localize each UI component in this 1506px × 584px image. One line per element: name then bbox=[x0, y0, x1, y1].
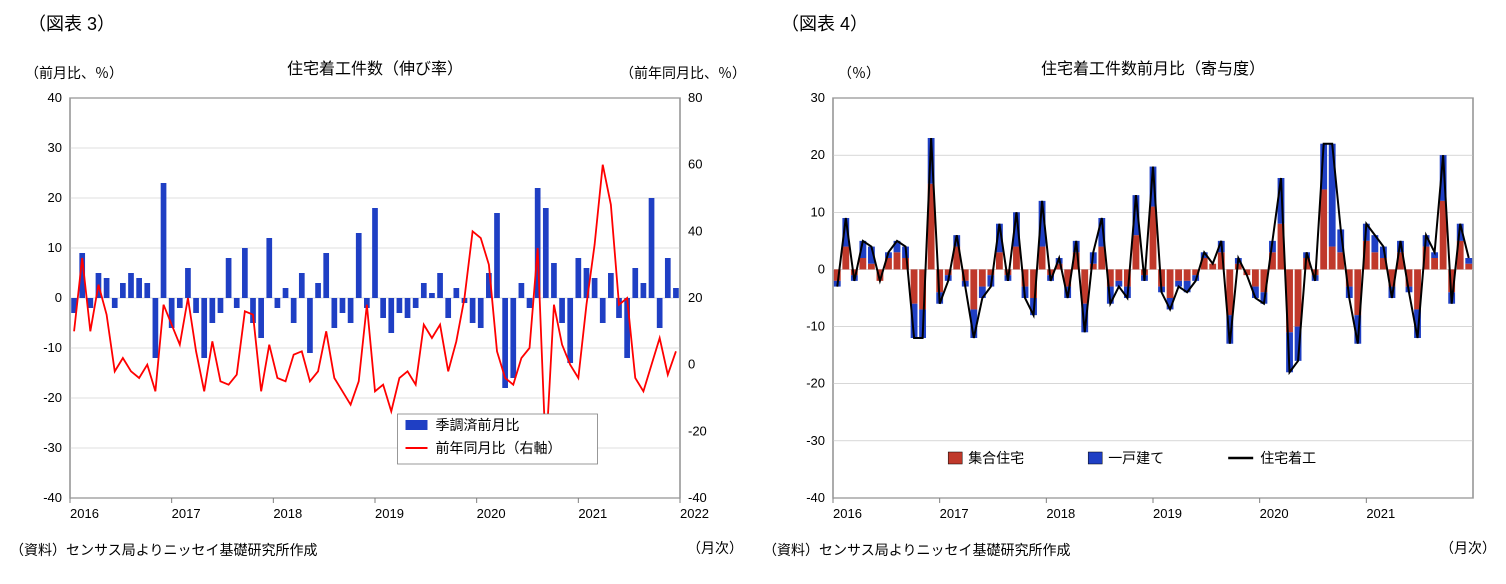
svg-text:-40: -40 bbox=[688, 490, 707, 505]
svg-text:2018: 2018 bbox=[1046, 506, 1075, 521]
svg-text:-40: -40 bbox=[43, 490, 62, 505]
chart4-xaxis-label: （月次） bbox=[1440, 538, 1496, 560]
svg-text:住宅着工件数（伸び率）: 住宅着工件数（伸び率） bbox=[287, 60, 463, 78]
chart3-svg: -40 -30 -20 -10 0 10 20 30 40 -40 -20 0 20 40 60 80 （前月比… bbox=[10, 38, 740, 538]
svg-text:-10: -10 bbox=[806, 319, 825, 334]
svg-text:2019: 2019 bbox=[1153, 506, 1182, 521]
svg-text:20: 20 bbox=[688, 290, 702, 305]
svg-text:2020: 2020 bbox=[477, 506, 506, 521]
svg-text:2021: 2021 bbox=[1366, 506, 1395, 521]
svg-text:（％）: （％） bbox=[838, 65, 880, 81]
svg-text:2016: 2016 bbox=[833, 506, 862, 521]
svg-text:40: 40 bbox=[688, 223, 702, 238]
svg-text:20: 20 bbox=[48, 190, 62, 205]
svg-text:20: 20 bbox=[811, 147, 825, 162]
svg-text:前年同月比（右軸）: 前年同月比（右軸） bbox=[436, 440, 562, 456]
svg-text:季調済前月比: 季調済前月比 bbox=[436, 417, 520, 433]
svg-text:10: 10 bbox=[811, 204, 825, 219]
svg-text:0: 0 bbox=[818, 261, 825, 276]
panel-chart4: （図表 4） -40 -30 -20 -10 0 10 20 30 （％） 住宅着工件数前月比（寄… bbox=[763, 10, 1496, 574]
svg-text:-40: -40 bbox=[806, 490, 825, 505]
svg-text:60: 60 bbox=[688, 157, 702, 172]
chart3-source: （資料）センサス局よりニッセイ基礎研究所作成 bbox=[10, 540, 317, 560]
svg-text:集合住宅: 集合住宅 bbox=[968, 450, 1024, 466]
panel-chart3: （図表 3） -40 -30 -20 -10 0 10 20 30 40 -40 -20 0 20 40 6… bbox=[10, 10, 743, 574]
svg-text:-30: -30 bbox=[43, 440, 62, 455]
svg-text:-10: -10 bbox=[43, 340, 62, 355]
svg-text:（前月比、％）: （前月比、％） bbox=[25, 65, 123, 81]
fig4-label: （図表 4） bbox=[781, 10, 1496, 36]
svg-text:（前年同月比、％）: （前年同月比、％） bbox=[620, 65, 740, 81]
svg-text:30: 30 bbox=[811, 90, 825, 105]
svg-text:2017: 2017 bbox=[172, 506, 201, 521]
svg-text:0: 0 bbox=[55, 290, 62, 305]
svg-text:一戸建て: 一戸建て bbox=[1108, 450, 1164, 466]
chart4-svg: -40 -30 -20 -10 0 10 20 30 （％） 住宅着工件数前月比（寄与度） 2016… bbox=[763, 38, 1493, 538]
svg-text:40: 40 bbox=[48, 90, 62, 105]
svg-text:2022: 2022 bbox=[680, 506, 709, 521]
svg-text:2016: 2016 bbox=[70, 506, 99, 521]
chart3-xaxis-label: （月次） bbox=[687, 538, 743, 560]
svg-text:2017: 2017 bbox=[940, 506, 969, 521]
svg-text:0: 0 bbox=[688, 357, 695, 372]
svg-text:住宅着工: 住宅着工 bbox=[1260, 450, 1316, 466]
svg-text:10: 10 bbox=[48, 240, 62, 255]
svg-text:-20: -20 bbox=[43, 390, 62, 405]
svg-text:2021: 2021 bbox=[578, 506, 607, 521]
svg-text:2018: 2018 bbox=[273, 506, 302, 521]
svg-text:2019: 2019 bbox=[375, 506, 404, 521]
fig3-label: （図表 3） bbox=[28, 10, 743, 36]
svg-text:-20: -20 bbox=[806, 376, 825, 391]
svg-text:80: 80 bbox=[688, 90, 702, 105]
svg-text:2020: 2020 bbox=[1260, 506, 1289, 521]
svg-text:住宅着工件数前月比（寄与度）: 住宅着工件数前月比（寄与度） bbox=[1041, 60, 1265, 78]
page-root: （図表 3） -40 -30 -20 -10 0 10 20 30 40 -40 -20 0 20 40 6… bbox=[10, 10, 1496, 574]
svg-text:-30: -30 bbox=[806, 433, 825, 448]
svg-text:-20: -20 bbox=[688, 423, 707, 438]
svg-text:30: 30 bbox=[48, 140, 62, 155]
chart4-source: （資料）センサス局よりニッセイ基礎研究所作成 bbox=[763, 540, 1070, 560]
